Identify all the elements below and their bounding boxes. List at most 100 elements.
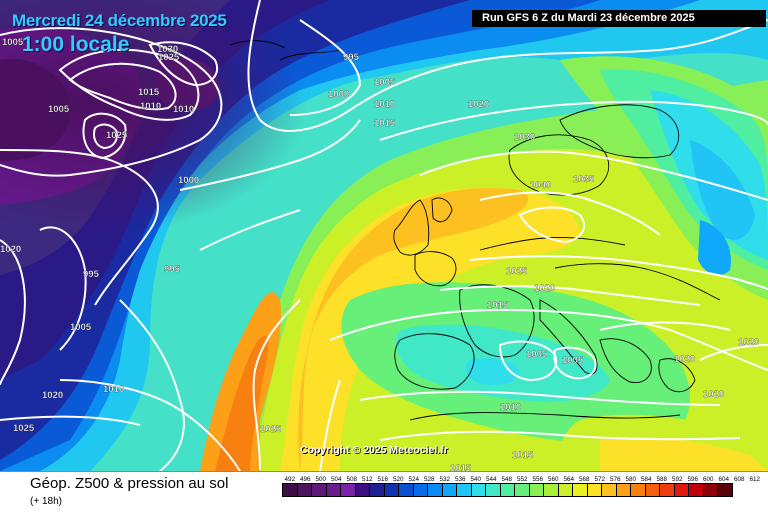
isobar-label: 1040	[530, 180, 551, 191]
isobar-label: 1020	[0, 244, 21, 255]
color-scale-tick: 588	[656, 476, 667, 483]
color-scale-swatch	[543, 483, 559, 497]
z500-field: 1005 1025 1030 1015 1010 1010 1005 1025 …	[0, 0, 768, 471]
color-scale-tick: 584	[640, 476, 652, 483]
isobar-label: 1030	[514, 132, 535, 143]
forecast-date: Mercredi 24 décembre 2025	[12, 11, 227, 30]
color-scale-swatch	[398, 483, 414, 497]
color-scale-swatch	[717, 483, 733, 497]
color-scale-swatch	[369, 483, 385, 497]
copyright-notice: Copyright © 2025 Meteociel.fr	[300, 444, 448, 456]
footer-bar: Géop. Z500 & pression au sol (+ 18h) 492…	[0, 471, 768, 512]
color-scale-tick: 500	[315, 476, 326, 483]
color-scale-tick: 524	[408, 476, 419, 483]
color-scale-tick: 604	[718, 476, 729, 483]
isobar-label: 1000	[328, 89, 349, 100]
isobar-label: 995	[343, 52, 360, 63]
color-scale-swatch	[688, 483, 704, 497]
isobar-label: 1015	[512, 450, 534, 461]
color-scale-tick: 508	[346, 476, 357, 483]
color-scale-swatch	[441, 483, 457, 497]
chart-title: Géop. Z500 & pression au sol	[30, 475, 229, 492]
color-scale-swatch	[659, 483, 675, 497]
color-scale: 492 496 500 504 508 512 516 520 524 528 532 536 540 5…	[282, 476, 763, 497]
color-scale-tick: 608	[733, 476, 745, 483]
color-scale-tick: 496	[299, 476, 311, 483]
isobar-labels: 1005 1025 1030 1015 1010 1010 1005 1025 …	[0, 37, 759, 471]
color-scale-tick: 532	[439, 476, 450, 483]
color-scale-swatch	[514, 483, 530, 497]
color-scale-swatch	[557, 483, 573, 497]
color-scale-swatch	[383, 483, 399, 497]
color-scale-swatch	[644, 483, 660, 497]
color-scale-swatch	[456, 483, 472, 497]
isobar-label: 1015	[487, 300, 509, 311]
color-scale-swatch	[673, 483, 689, 497]
coastlines	[229, 40, 721, 421]
color-scale-swatch	[427, 483, 443, 497]
isobar-label: 1035	[573, 174, 595, 185]
isobar-label: 1005	[48, 104, 70, 115]
color-scale-tick: 492	[284, 476, 295, 483]
color-scale-tick: 576	[609, 476, 621, 483]
color-scale-swatch	[499, 483, 515, 497]
isobar-label: 1005	[70, 322, 92, 333]
color-scale-swatch	[485, 483, 501, 497]
isobar-label: 1025	[506, 266, 528, 277]
isobar-label: 1005	[2, 37, 24, 48]
weather-map: 1005 1025 1030 1015 1010 1010 1005 1025 …	[0, 0, 768, 471]
isobar-label: 1010	[103, 384, 124, 395]
color-scale-tick: 592	[671, 476, 683, 483]
isobar-label: 1020	[534, 283, 555, 294]
color-scale-tick: 504	[330, 476, 342, 483]
isobar-label: 1005	[374, 77, 396, 88]
isobar-label: 1010	[500, 402, 521, 413]
color-scale-swatch	[296, 483, 312, 497]
color-scale-tick: 564	[563, 476, 574, 483]
color-scale-swatch	[528, 483, 544, 497]
color-scale-swatch	[615, 483, 631, 497]
color-scale-swatch	[354, 483, 370, 497]
isobar-label: 1020	[674, 354, 695, 365]
color-scale-tick: 580	[625, 476, 636, 483]
color-scale-swatch	[340, 483, 356, 497]
color-scale-swatch	[311, 483, 327, 497]
color-scale-tick: 520	[392, 476, 404, 483]
isobar-label: 1015	[450, 463, 472, 471]
color-scale-ticks: 492 496 500 504 508 512 516 520 524 528 532 536 540 5…	[282, 476, 763, 483]
isobar-label: 1020	[703, 389, 724, 400]
color-scale-swatch	[412, 483, 428, 497]
isobar-label: 1025	[106, 130, 128, 141]
color-scale-swatch	[282, 483, 298, 497]
isobar-label: 1015	[138, 87, 160, 98]
color-scale-tick: 572	[594, 476, 605, 483]
isobar-label: 1010	[374, 99, 395, 110]
color-scale-tick: 556	[532, 476, 543, 483]
isobar-label: 1005	[562, 355, 584, 366]
isobar-label: 1010	[140, 101, 161, 112]
color-scale-swatch	[630, 483, 646, 497]
isobar-label: 1020	[468, 99, 489, 110]
color-scale-tick: 548	[501, 476, 512, 483]
color-scale-tick: 516	[377, 476, 388, 483]
model-run-info: Run GFS 6 Z du Mardi 23 décembre 2025	[472, 10, 766, 27]
color-scale-tick: 560	[547, 476, 559, 483]
forecast-time: 1:00 locale	[22, 33, 130, 56]
color-scale-tick: 540	[470, 476, 481, 483]
color-scale-tick: 512	[361, 476, 373, 483]
color-scale-tick: 552	[516, 476, 528, 483]
color-scale-swatch	[702, 483, 718, 497]
isobar-label: 1025	[260, 424, 282, 435]
isobar-label: 1005	[526, 349, 548, 360]
color-scale-tick: 568	[578, 476, 590, 483]
isobar-label: 1025	[13, 423, 35, 434]
color-scale-tick: 544	[485, 476, 497, 483]
isobar-label: 1020	[42, 390, 63, 401]
color-scale-swatch	[586, 483, 602, 497]
isobar-label: 1030	[157, 44, 178, 55]
isobar-label: 995	[83, 269, 100, 280]
color-scale-tick: 600	[702, 476, 714, 483]
isobar-label: 1000	[178, 175, 199, 186]
isobar-label: 1025	[158, 52, 180, 63]
